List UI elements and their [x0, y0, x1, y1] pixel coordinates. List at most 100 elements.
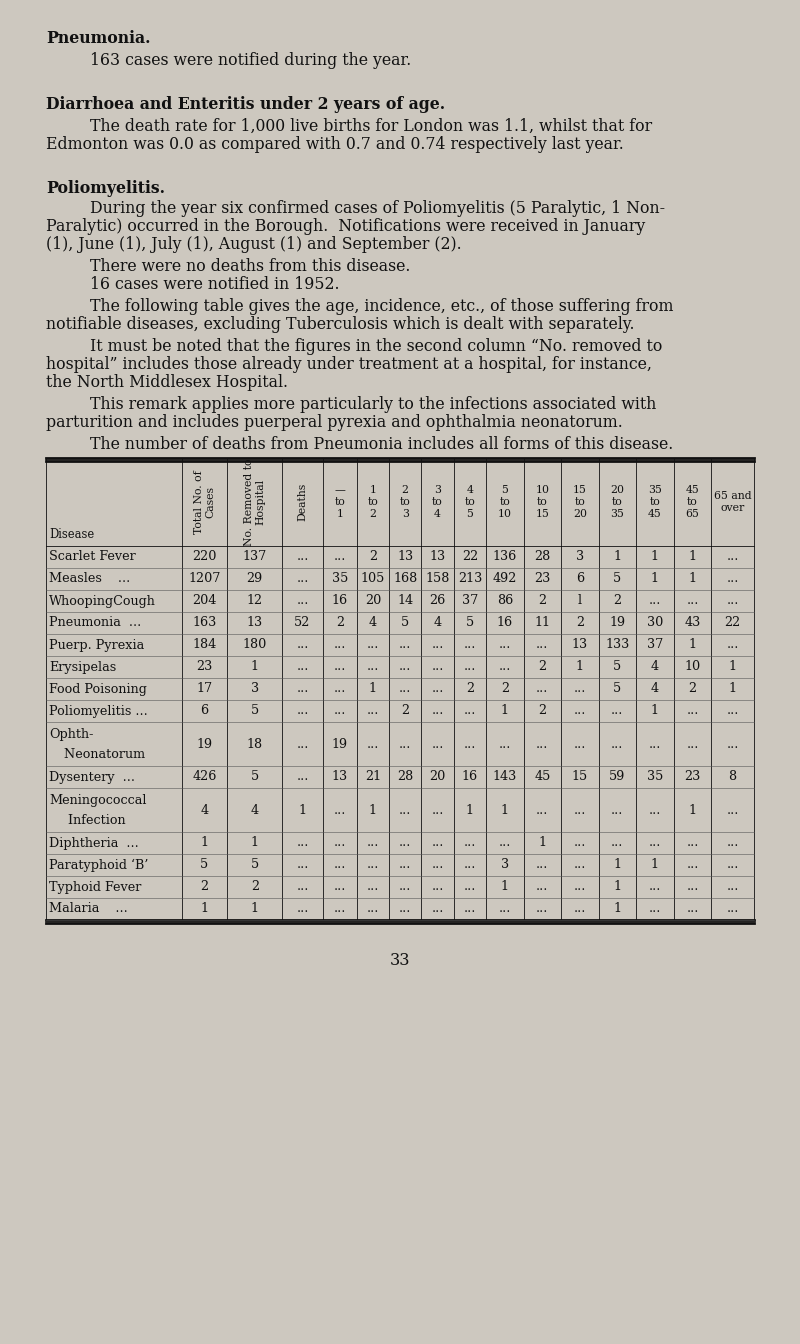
Text: 137: 137	[242, 551, 267, 563]
Text: ...: ...	[649, 594, 661, 607]
Text: ...: ...	[296, 903, 309, 915]
Text: Diphtheria  ...: Diphtheria ...	[49, 836, 138, 849]
Text: ...: ...	[649, 880, 661, 894]
Text: ...: ...	[536, 804, 549, 817]
Text: 1: 1	[614, 859, 622, 871]
Text: 1: 1	[298, 804, 306, 817]
Text: 20: 20	[365, 594, 381, 607]
Text: 5: 5	[614, 683, 622, 695]
Text: notifiable diseases, excluding Tuberculosis which is dealt with separately.: notifiable diseases, excluding Tuberculo…	[46, 316, 634, 333]
Text: 26: 26	[430, 594, 446, 607]
Text: 45
to
65: 45 to 65	[686, 485, 699, 519]
Text: 4: 4	[651, 660, 659, 673]
Text: Disease: Disease	[49, 528, 94, 542]
Text: 204: 204	[192, 594, 217, 607]
Text: Neonatorum: Neonatorum	[56, 747, 145, 761]
Text: 492: 492	[493, 573, 517, 586]
Text: 1: 1	[651, 573, 659, 586]
Text: 2: 2	[501, 683, 509, 695]
Text: parturition and includes puerperal pyrexia and ophthalmia neonatorum.: parturition and includes puerperal pyrex…	[46, 414, 622, 431]
Text: ...: ...	[464, 836, 476, 849]
Text: 2
to
3: 2 to 3	[400, 485, 410, 519]
Text: ...: ...	[574, 804, 586, 817]
Text: 1: 1	[614, 551, 622, 563]
Text: Poliomyelitis ...: Poliomyelitis ...	[49, 704, 148, 718]
Text: 13: 13	[572, 638, 588, 652]
Text: ...: ...	[296, 660, 309, 673]
Text: ...: ...	[686, 836, 698, 849]
Text: ...: ...	[431, 804, 444, 817]
Text: ...: ...	[431, 683, 444, 695]
Text: ...: ...	[611, 738, 623, 750]
Text: 163 cases were notified during the year.: 163 cases were notified during the year.	[90, 52, 411, 69]
Text: 10
to
15: 10 to 15	[535, 485, 550, 519]
Text: 1: 1	[614, 903, 622, 915]
Text: ...: ...	[726, 859, 739, 871]
Text: 220: 220	[192, 551, 217, 563]
Text: 180: 180	[242, 638, 267, 652]
Text: Edmonton was 0.0 as compared with 0.7 and 0.74 respectively last year.: Edmonton was 0.0 as compared with 0.7 an…	[46, 136, 624, 153]
Text: hospital” includes those already under treatment at a hospital, for instance,: hospital” includes those already under t…	[46, 356, 652, 374]
Text: ...: ...	[296, 638, 309, 652]
Text: 3: 3	[501, 859, 509, 871]
Text: 2: 2	[538, 594, 546, 607]
Text: ...: ...	[399, 660, 411, 673]
Text: 136: 136	[493, 551, 517, 563]
Text: ...: ...	[366, 704, 379, 718]
Text: 1: 1	[651, 704, 659, 718]
Text: ...: ...	[611, 836, 623, 849]
Text: It must be noted that the figures in the second column “No. removed to: It must be noted that the figures in the…	[90, 337, 662, 355]
Text: 21: 21	[365, 770, 381, 784]
Text: 16: 16	[332, 594, 348, 607]
Text: 1: 1	[251, 903, 259, 915]
Text: 17: 17	[197, 683, 213, 695]
Text: 22: 22	[462, 551, 478, 563]
Text: ...: ...	[611, 804, 623, 817]
Text: 4: 4	[201, 804, 209, 817]
Text: 1: 1	[729, 683, 737, 695]
Text: 16: 16	[462, 770, 478, 784]
Text: the North Middlesex Hospital.: the North Middlesex Hospital.	[46, 374, 288, 391]
Text: ...: ...	[536, 903, 549, 915]
Text: 426: 426	[192, 770, 217, 784]
Text: This remark applies more particularly to the infections associated with: This remark applies more particularly to…	[90, 396, 656, 413]
Text: ...: ...	[296, 836, 309, 849]
Text: 1: 1	[576, 660, 584, 673]
Text: 2: 2	[401, 704, 410, 718]
Text: Paratyphoid ‘B’: Paratyphoid ‘B’	[49, 859, 148, 872]
Text: 1: 1	[651, 551, 659, 563]
Text: ...: ...	[334, 660, 346, 673]
Text: 45: 45	[534, 770, 550, 784]
Text: 20
to
35: 20 to 35	[610, 485, 625, 519]
Text: ...: ...	[649, 903, 661, 915]
Text: 35: 35	[646, 770, 663, 784]
Text: 2: 2	[538, 704, 546, 718]
Text: ...: ...	[536, 859, 549, 871]
Text: ...: ...	[366, 660, 379, 673]
Text: ...: ...	[574, 738, 586, 750]
Text: ...: ...	[464, 638, 476, 652]
Text: 3
to
4: 3 to 4	[432, 485, 443, 519]
Text: 2: 2	[689, 683, 697, 695]
Text: 37: 37	[462, 594, 478, 607]
Text: 15: 15	[572, 770, 588, 784]
Text: 1: 1	[689, 804, 697, 817]
Text: ...: ...	[574, 859, 586, 871]
Text: ...: ...	[296, 573, 309, 586]
Text: ...: ...	[726, 551, 739, 563]
Text: Paralytic) occurred in the Borough.  Notifications were received in January: Paralytic) occurred in the Borough. Noti…	[46, 218, 646, 235]
Text: 1: 1	[369, 683, 377, 695]
Text: Poliomyelitis.: Poliomyelitis.	[46, 180, 165, 198]
Text: 5: 5	[250, 859, 259, 871]
Text: ...: ...	[686, 594, 698, 607]
Text: ...: ...	[366, 903, 379, 915]
Text: ...: ...	[536, 683, 549, 695]
Text: ...: ...	[334, 683, 346, 695]
Text: 3: 3	[576, 551, 584, 563]
Text: 5: 5	[401, 617, 410, 629]
Text: ...: ...	[498, 660, 511, 673]
Text: 28: 28	[534, 551, 550, 563]
Text: Diarrhoea and Enteritis under 2 years of age.: Diarrhoea and Enteritis under 2 years of…	[46, 95, 445, 113]
Text: ...: ...	[574, 903, 586, 915]
Text: 4: 4	[369, 617, 377, 629]
